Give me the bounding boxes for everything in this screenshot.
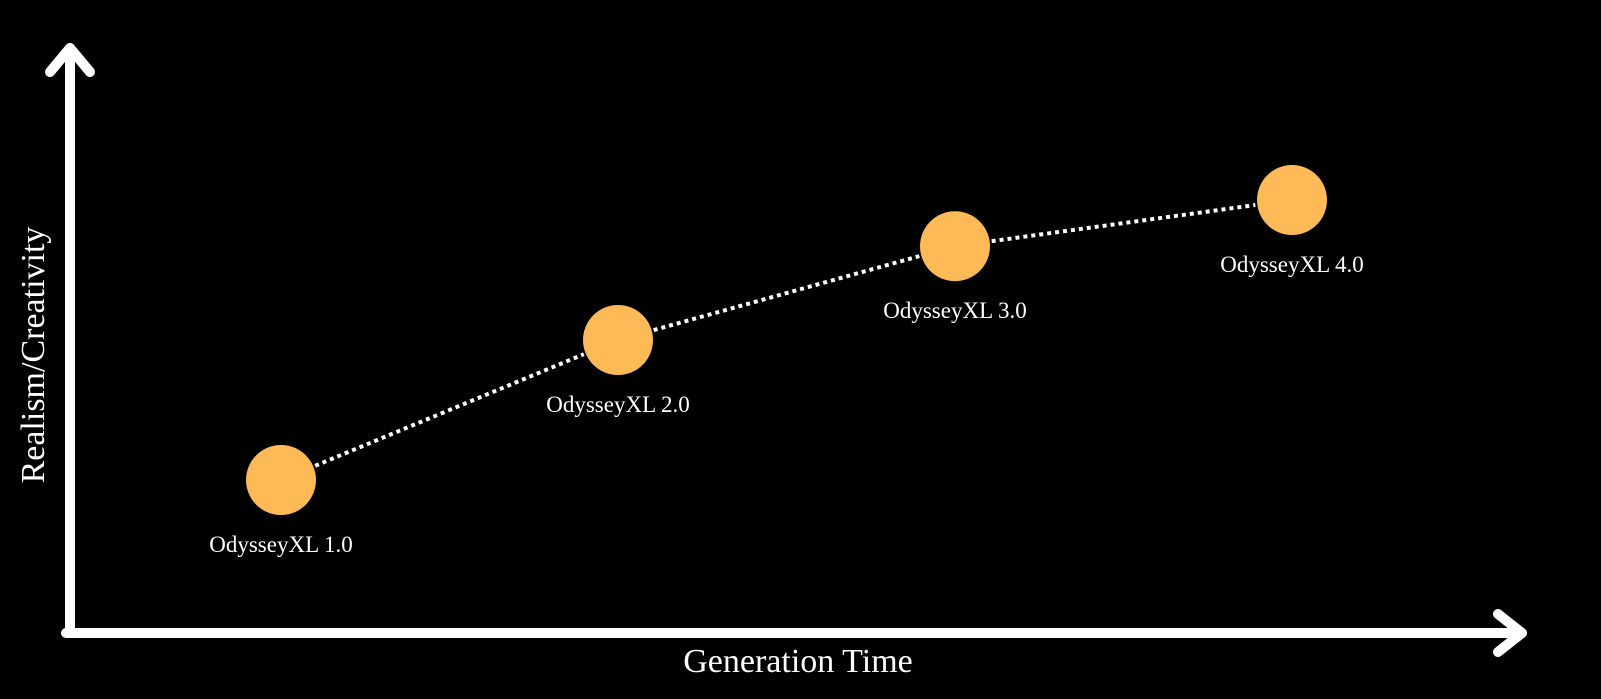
x-axis-title: Generation Time — [683, 643, 912, 680]
data-point-1 — [246, 445, 316, 515]
markers — [246, 165, 1327, 515]
axes — [45, 43, 1527, 657]
series-segment-2 — [653, 254, 920, 333]
data-point-3 — [920, 211, 990, 282]
data-label-3: OdysseyXL 3.0 — [883, 298, 1027, 323]
y-axis-title: Realism/Creativity — [15, 227, 52, 484]
data-label-4: OdysseyXL 4.0 — [1220, 252, 1364, 277]
data-point-2 — [583, 305, 653, 375]
data-point-4 — [1257, 165, 1327, 235]
x-axis-arrow — [1493, 609, 1527, 657]
series-segment-3 — [991, 203, 1256, 244]
data-label-2: OdysseyXL 2.0 — [546, 392, 690, 417]
series-segment-1 — [314, 352, 585, 468]
point-labels: OdysseyXL 1.0 OdysseyXL 2.0 OdysseyXL 3.0 O… — [209, 252, 1364, 557]
y-axis-arrow — [45, 43, 95, 77]
data-label-1: OdysseyXL 1.0 — [209, 532, 353, 557]
series — [314, 203, 1256, 468]
